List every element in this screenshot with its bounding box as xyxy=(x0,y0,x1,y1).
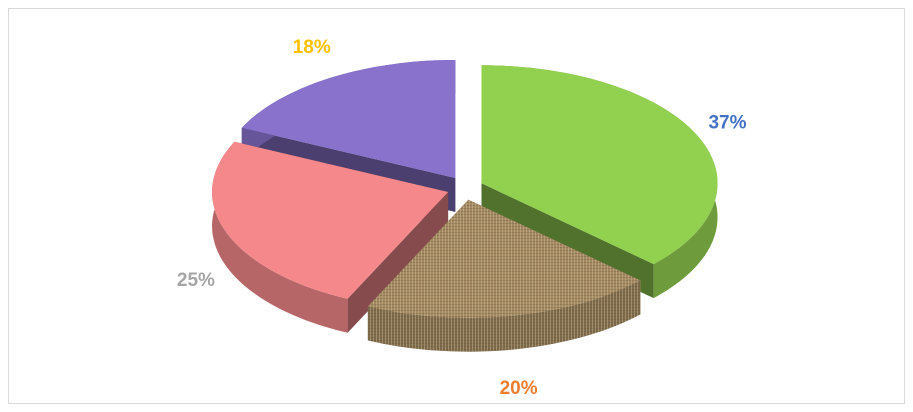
slice xyxy=(481,65,718,265)
data-label: 25% xyxy=(177,270,215,291)
data-label: 20% xyxy=(500,378,538,399)
slice-texture xyxy=(367,199,641,318)
slice-side xyxy=(347,192,449,333)
data-label: 37% xyxy=(708,112,746,133)
data-label: 18% xyxy=(293,37,331,58)
slice xyxy=(212,141,449,299)
slice xyxy=(241,60,456,178)
slice-texture xyxy=(367,280,641,352)
slice-wall xyxy=(212,141,348,333)
